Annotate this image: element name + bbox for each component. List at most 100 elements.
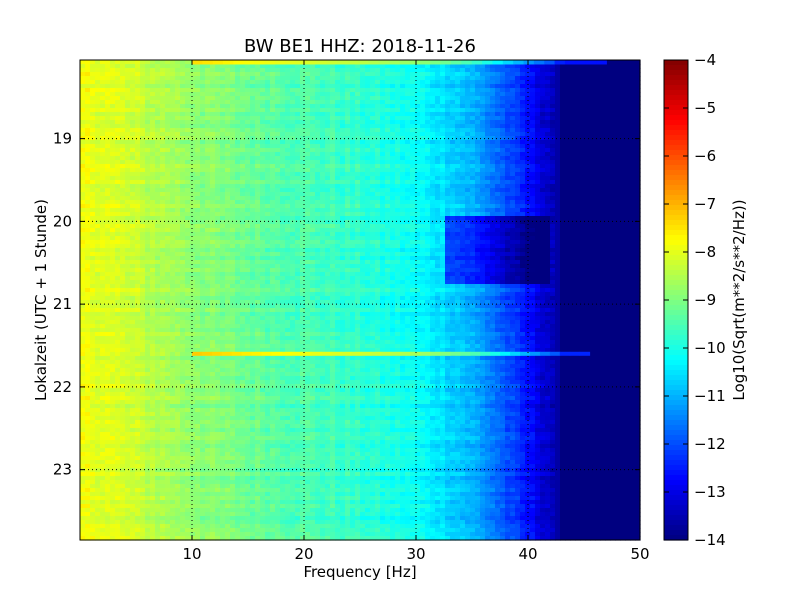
heatmap-cell: [125, 224, 131, 229]
heatmap-cell: [585, 216, 591, 221]
heatmap-cell: [135, 176, 141, 181]
heatmap-cell: [555, 152, 561, 157]
heatmap-cell: [175, 116, 181, 121]
heatmap-cell: [135, 224, 141, 229]
heatmap-cell: [310, 232, 316, 237]
heatmap-cell: [400, 108, 406, 113]
heatmap-cell: [170, 96, 176, 101]
heatmap-cell: [155, 204, 161, 209]
heatmap-cell: [330, 192, 336, 197]
heatmap-cell: [620, 136, 626, 141]
heatmap-cell: [380, 204, 386, 209]
heatmap-cell: [150, 196, 156, 201]
heatmap-cell: [175, 212, 181, 217]
heatmap-cell: [175, 64, 181, 69]
heatmap-cell: [345, 132, 351, 137]
heatmap-cell: [245, 104, 251, 109]
heatmap-cell: [590, 140, 596, 145]
heatmap-cell: [340, 160, 346, 165]
heatmap-cell: [245, 84, 251, 89]
heatmap-cell: [405, 136, 411, 141]
heatmap-cell: [245, 180, 251, 185]
heatmap-cell: [345, 212, 351, 217]
heatmap-cell: [260, 164, 266, 169]
heatmap-cell: [520, 152, 526, 157]
heatmap-cell: [140, 108, 146, 113]
heatmap-cell: [455, 160, 461, 165]
heatmap-cell: [85, 156, 91, 161]
heatmap-cell: [215, 124, 221, 129]
heatmap-cell: [580, 188, 586, 193]
heatmap-cell: [505, 136, 511, 141]
heatmap-cell: [480, 180, 486, 185]
heatmap-cell: [470, 100, 476, 105]
heatmap-cell: [330, 92, 336, 97]
heatmap-cell: [465, 124, 471, 129]
heatmap-cell: [160, 204, 166, 209]
heatmap-cell: [585, 80, 591, 85]
heatmap-cell: [245, 136, 251, 141]
heatmap-cell: [330, 172, 336, 177]
heatmap-cell: [190, 128, 196, 133]
heatmap-cell: [480, 232, 486, 237]
heatmap-cell: [230, 128, 236, 133]
heatmap-cell: [495, 148, 501, 153]
heatmap-cell: [570, 88, 576, 93]
heatmap-cell: [565, 196, 571, 201]
heatmap-cell: [330, 156, 336, 161]
heatmap-cell: [80, 224, 86, 229]
heatmap-cell: [130, 216, 136, 221]
heatmap-cell: [240, 212, 246, 217]
heatmap-cell: [320, 128, 326, 133]
heatmap-cell: [625, 136, 631, 141]
heatmap-cell: [285, 228, 291, 233]
heatmap-cell: [450, 64, 456, 69]
heatmap-cell: [385, 68, 391, 73]
heatmap-cell: [265, 204, 271, 209]
heatmap-cell: [350, 188, 356, 193]
heatmap-cell: [145, 164, 151, 169]
heatmap-cell: [405, 144, 411, 149]
heatmap-cell: [575, 188, 581, 193]
heatmap-cell: [135, 72, 141, 77]
heatmap-cell: [135, 112, 141, 117]
heatmap-cell: [490, 92, 496, 97]
heatmap-cell: [500, 68, 506, 73]
heatmap-cell: [215, 224, 221, 229]
heatmap-cell: [510, 228, 516, 233]
heatmap-cell: [490, 72, 496, 77]
heatmap-cell: [195, 136, 201, 141]
heatmap-cell: [600, 212, 606, 217]
heatmap-cell: [220, 176, 226, 181]
heatmap-cell: [570, 180, 576, 185]
heatmap-cell: [365, 76, 371, 81]
heatmap-cell: [395, 92, 401, 97]
heatmap-cell: [170, 220, 176, 225]
heatmap-cell: [420, 224, 426, 229]
heatmap-cell: [105, 200, 111, 205]
heatmap-cell: [305, 120, 311, 125]
heatmap-cell: [155, 116, 161, 121]
heatmap-cell: [140, 208, 146, 213]
heatmap-cell: [180, 224, 186, 229]
heatmap-cell: [530, 84, 536, 89]
heatmap-cell: [545, 200, 551, 205]
heatmap-cell: [570, 204, 576, 209]
heatmap-cell: [305, 192, 311, 197]
heatmap-cell: [140, 136, 146, 141]
heatmap-cell: [290, 236, 296, 241]
heatmap-cell: [510, 156, 516, 161]
heatmap-cell: [490, 88, 496, 93]
heatmap-cell: [175, 152, 181, 157]
heatmap-cell: [265, 208, 271, 213]
heatmap-cell: [450, 204, 456, 209]
heatmap-cell: [180, 108, 186, 113]
heatmap-cell: [375, 192, 381, 197]
heatmap-cell: [150, 72, 156, 77]
heatmap-cell: [440, 116, 446, 121]
heatmap-cell: [435, 164, 441, 169]
heatmap-cell: [240, 188, 246, 193]
heatmap-cell: [225, 72, 231, 77]
heatmap-cell: [485, 168, 491, 173]
